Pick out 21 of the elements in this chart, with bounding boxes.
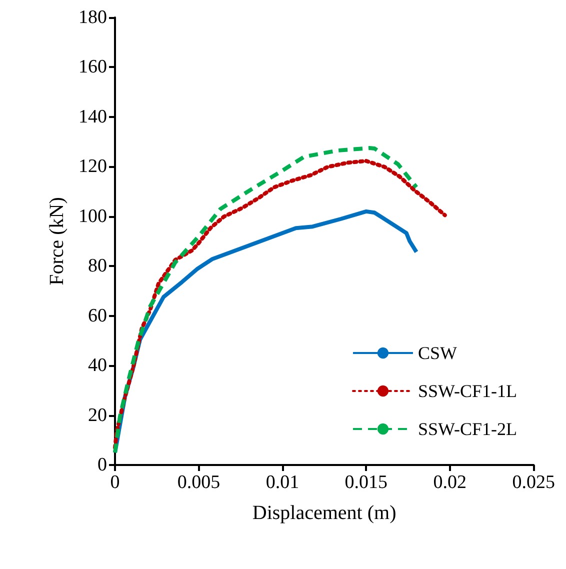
y-tick-label: 180 bbox=[78, 7, 107, 28]
x-tick-label: 0.015 bbox=[344, 472, 388, 493]
y-tick-label: 0 bbox=[98, 454, 107, 476]
x-axis-title: Displacement (m) bbox=[252, 502, 396, 524]
x-tick-label: 0.025 bbox=[512, 472, 555, 493]
y-tick-label: 40 bbox=[88, 355, 107, 376]
y-axis-title: Force (kN) bbox=[46, 197, 68, 286]
y-tick-label: 140 bbox=[78, 106, 107, 128]
legend-label: SSW-CF1-1L bbox=[418, 381, 518, 401]
legend-label: SSW-CF1-2L bbox=[418, 419, 518, 439]
y-tick-label: 160 bbox=[78, 56, 107, 78]
x-tick-label: 0.01 bbox=[266, 472, 300, 493]
y-tick-label: 20 bbox=[88, 404, 107, 426]
x-tick-label: 0.02 bbox=[433, 472, 467, 493]
y-tick-label: 80 bbox=[88, 256, 107, 277]
y-tick-label: 60 bbox=[88, 305, 107, 326]
x-tick-label: 0 bbox=[110, 472, 120, 493]
y-tick-label: 120 bbox=[78, 156, 107, 178]
y-tick-label: 100 bbox=[78, 206, 107, 227]
x-tick-label: 0.005 bbox=[177, 472, 220, 493]
legend-label: CSW bbox=[418, 343, 457, 363]
